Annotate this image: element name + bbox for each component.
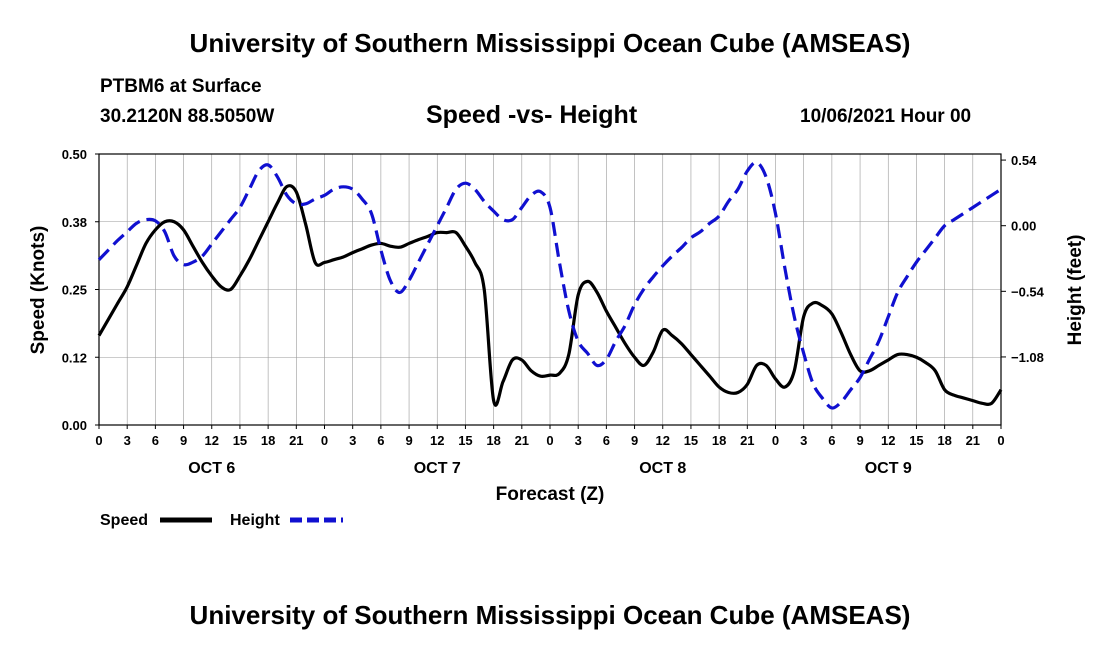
x-tick-label: 18 xyxy=(261,433,275,448)
x-tick-label: 3 xyxy=(349,433,356,448)
legend-speed-label: Speed xyxy=(100,512,148,529)
footer-title: University of Southern Mississippi Ocean… xyxy=(189,600,911,630)
x-tick-label: 3 xyxy=(575,433,582,448)
chart-title: Speed -vs- Height xyxy=(426,101,638,129)
x-tick-label: 15 xyxy=(233,433,247,448)
x-tick-label: 18 xyxy=(486,433,500,448)
series-layer xyxy=(97,160,1003,410)
x-tick-label: 0 xyxy=(997,433,1004,448)
x-tick-label: 0 xyxy=(95,433,102,448)
x-tick-label: 12 xyxy=(881,433,895,448)
x-tick-label: 12 xyxy=(205,433,219,448)
y-tick-label: 0.50 xyxy=(62,147,87,162)
legend: Speed Height xyxy=(100,512,343,529)
x-tick-label: 0 xyxy=(546,433,553,448)
y-tick-label: 0.12 xyxy=(62,350,87,365)
y2-tick-label: −0.54 xyxy=(1011,284,1045,299)
x-tick-label: 15 xyxy=(458,433,472,448)
y-tick-label: 0.38 xyxy=(62,215,87,230)
legend-height-label: Height xyxy=(230,512,280,529)
station-coords: 30.2120N 88.5050W xyxy=(100,106,275,127)
y2-axis-label: Height (feet) xyxy=(1065,235,1086,346)
y2-tick-label: −1.08 xyxy=(1011,350,1044,365)
x-tick-label: 12 xyxy=(656,433,670,448)
x-tick-label: 6 xyxy=(377,433,384,448)
y2-tick-label: 0.54 xyxy=(1011,153,1037,168)
x-tick-label: 9 xyxy=(631,433,638,448)
x-axis-label: Forecast (Z) xyxy=(496,484,605,505)
y2-tick-label: 0.00 xyxy=(1011,219,1036,234)
x-tick-label: 21 xyxy=(966,433,980,448)
station-name: PTBM6 at Surface xyxy=(100,76,262,97)
x-tick-label: 18 xyxy=(712,433,726,448)
x-tick-label: 12 xyxy=(430,433,444,448)
x-tick-label: 21 xyxy=(289,433,303,448)
ticks-layer: 0 3 6 9 12 15 18 21 0 3 6 9 12 15 18 21 0 3 6 9 12 15 18 21 0 3 6 9… xyxy=(62,147,1045,477)
x-tick-label: 21 xyxy=(740,433,754,448)
y-axis-label: Speed (Knots) xyxy=(28,226,49,355)
x-tick-label: 6 xyxy=(828,433,835,448)
day-label: OCT 7 xyxy=(414,460,461,477)
x-tick-label: 9 xyxy=(856,433,863,448)
forecast-datetime: 10/06/2021 Hour 00 xyxy=(800,106,972,127)
x-tick-label: 18 xyxy=(937,433,951,448)
main-title: University of Southern Mississippi Ocean… xyxy=(189,28,911,58)
x-tick-label: 0 xyxy=(772,433,779,448)
day-label: OCT 8 xyxy=(639,460,686,477)
x-tick-label: 15 xyxy=(684,433,698,448)
x-tick-label: 6 xyxy=(152,433,159,448)
x-tick-label: 0 xyxy=(321,433,328,448)
x-tick-label: 3 xyxy=(124,433,131,448)
day-label: OCT 6 xyxy=(188,460,235,477)
x-tick-label: 9 xyxy=(180,433,187,448)
x-tick-label: 6 xyxy=(603,433,610,448)
grid-layer xyxy=(99,154,1001,425)
x-tick-label: 9 xyxy=(405,433,412,448)
x-tick-label: 15 xyxy=(909,433,923,448)
y-tick-label: 0.25 xyxy=(62,283,87,298)
y-tick-label: 0.00 xyxy=(62,418,87,433)
series-line-height xyxy=(97,160,1002,410)
series-line-speed xyxy=(97,184,1003,407)
x-tick-label: 21 xyxy=(515,433,529,448)
x-tick-label: 3 xyxy=(800,433,807,448)
day-label: OCT 9 xyxy=(865,460,912,477)
